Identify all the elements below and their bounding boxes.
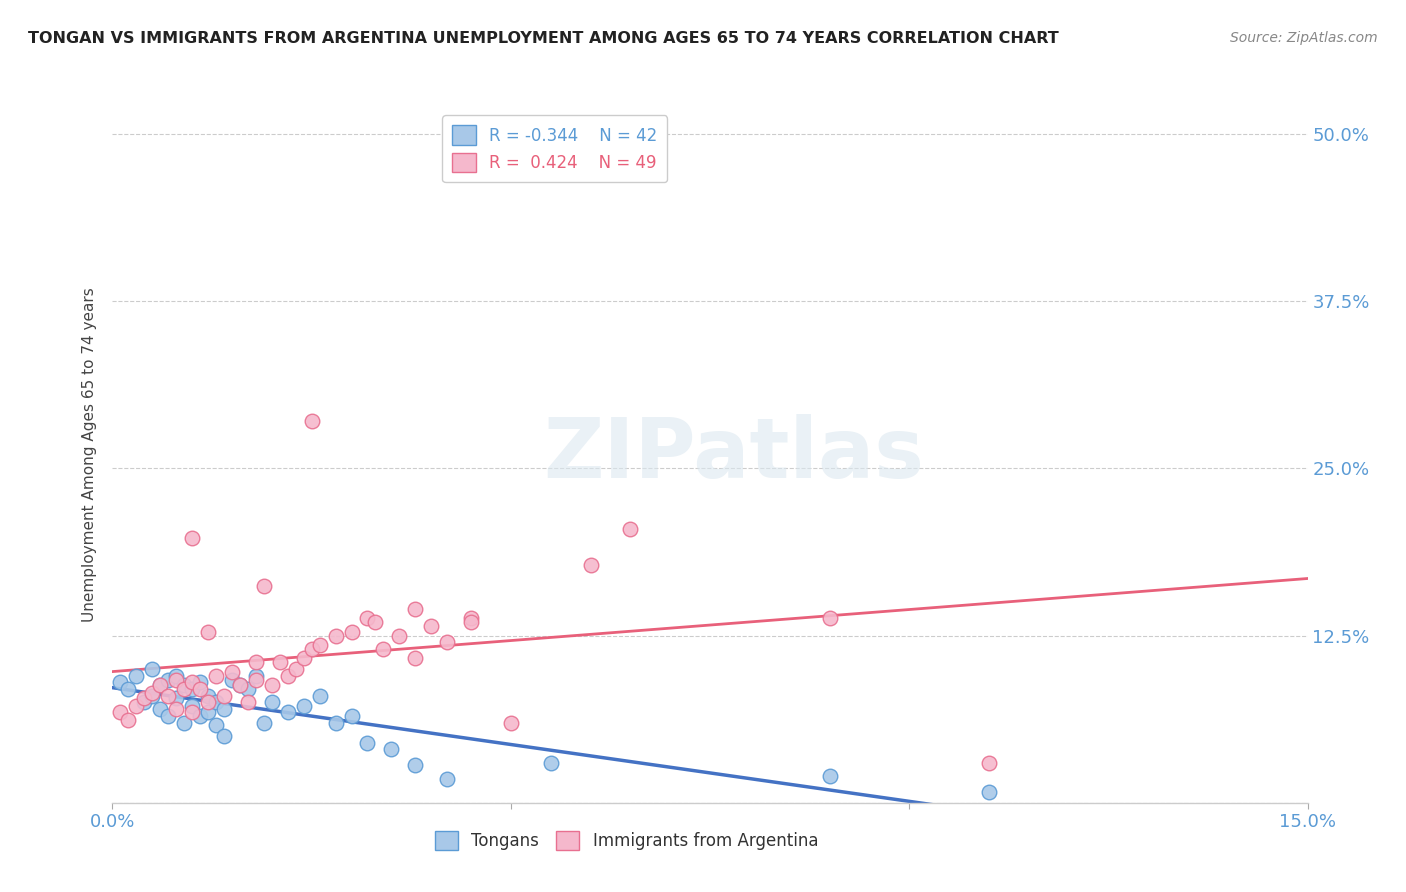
Point	[165, 691, 187, 706]
Point	[141, 689, 163, 703]
Point	[977, 756, 1000, 770]
Point	[212, 729, 235, 743]
Point	[236, 681, 259, 696]
Point	[301, 642, 323, 657]
Point	[221, 665, 243, 679]
Point	[173, 715, 195, 730]
Point	[292, 651, 315, 665]
Point	[141, 686, 163, 700]
Point	[212, 702, 235, 716]
Point	[134, 696, 156, 710]
Point	[388, 628, 411, 642]
Point	[229, 678, 252, 692]
Point	[619, 521, 641, 535]
Point	[221, 673, 243, 687]
Point	[125, 699, 148, 714]
Point	[181, 681, 204, 696]
Point	[277, 669, 299, 683]
Point	[818, 769, 841, 783]
Point	[340, 624, 363, 639]
Point	[165, 702, 187, 716]
Text: Source: ZipAtlas.com: Source: ZipAtlas.com	[1230, 31, 1378, 45]
Point	[197, 705, 219, 719]
Point	[141, 662, 163, 676]
Point	[356, 611, 378, 625]
Point	[245, 669, 267, 683]
Point	[404, 651, 426, 665]
Point	[188, 675, 211, 690]
Point	[181, 699, 204, 714]
Point	[420, 619, 443, 633]
Point	[205, 696, 228, 710]
Point	[165, 673, 187, 687]
Point	[292, 699, 315, 714]
Point	[260, 678, 283, 692]
Point	[181, 705, 204, 719]
Text: ZIPatlas: ZIPatlas	[544, 415, 924, 495]
Point	[356, 735, 378, 749]
Point	[373, 642, 395, 657]
Point	[205, 669, 228, 683]
Point	[212, 689, 235, 703]
Point	[125, 669, 148, 683]
Point	[245, 655, 267, 669]
Point	[157, 708, 180, 723]
Point	[364, 615, 387, 630]
Point	[380, 742, 402, 756]
Point	[269, 655, 291, 669]
Point	[188, 708, 211, 723]
Point	[149, 678, 172, 692]
Legend: Tongans, Immigrants from Argentina: Tongans, Immigrants from Argentina	[427, 824, 825, 857]
Point	[436, 635, 458, 649]
Point	[197, 696, 219, 710]
Point	[540, 756, 562, 770]
Point	[404, 602, 426, 616]
Point	[277, 705, 299, 719]
Point	[404, 758, 426, 772]
Point	[245, 673, 267, 687]
Point	[818, 611, 841, 625]
Point	[173, 681, 195, 696]
Point	[110, 705, 132, 719]
Point	[110, 675, 132, 690]
Point	[499, 715, 522, 730]
Y-axis label: Unemployment Among Ages 65 to 74 years: Unemployment Among Ages 65 to 74 years	[82, 287, 97, 623]
Point	[284, 662, 307, 676]
Point	[181, 675, 204, 690]
Point	[149, 702, 172, 716]
Point	[253, 715, 276, 730]
Point	[308, 689, 330, 703]
Point	[117, 681, 139, 696]
Point	[188, 681, 211, 696]
Point	[173, 678, 195, 692]
Point	[157, 689, 180, 703]
Point	[205, 718, 228, 732]
Point	[301, 415, 323, 429]
Point	[340, 708, 363, 723]
Point	[436, 772, 458, 786]
Point	[134, 691, 156, 706]
Point	[236, 696, 259, 710]
Point	[181, 531, 204, 545]
Point	[579, 558, 602, 572]
Point	[197, 624, 219, 639]
Point	[325, 628, 347, 642]
Point	[197, 689, 219, 703]
Point	[165, 669, 187, 683]
Point	[253, 579, 276, 593]
Point	[157, 673, 180, 687]
Point	[229, 678, 252, 692]
Point	[977, 785, 1000, 799]
Point	[460, 611, 482, 625]
Point	[149, 678, 172, 692]
Point	[460, 615, 482, 630]
Text: TONGAN VS IMMIGRANTS FROM ARGENTINA UNEMPLOYMENT AMONG AGES 65 TO 74 YEARS CORRE: TONGAN VS IMMIGRANTS FROM ARGENTINA UNEM…	[28, 31, 1059, 46]
Point	[117, 713, 139, 727]
Point	[260, 696, 283, 710]
Point	[325, 715, 347, 730]
Point	[308, 638, 330, 652]
